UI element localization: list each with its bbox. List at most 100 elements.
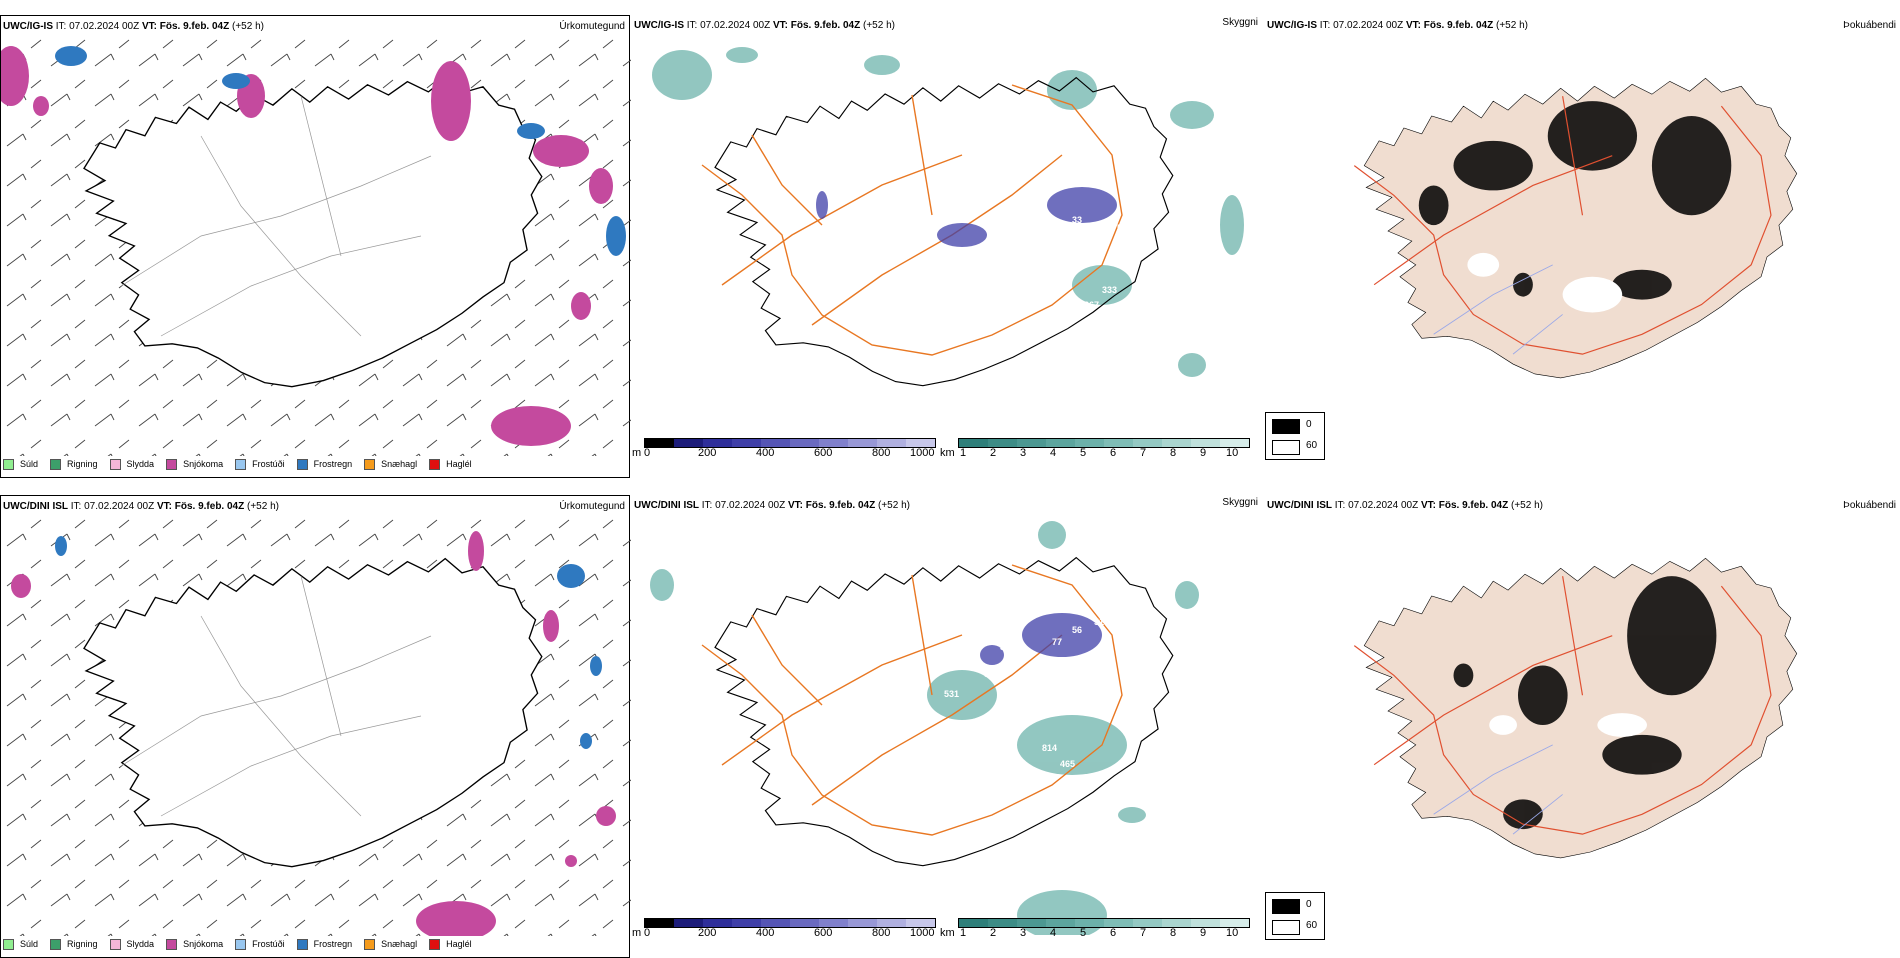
panel-header: UWC/IG-IS IT: 07.02.2024 00Z VT: Fös. 9.… bbox=[3, 21, 625, 35]
model-name: UWC/IG-IS bbox=[3, 21, 53, 32]
visibility-colorbar: km 1 2 3 4 5 6 7 8 9 10 bbox=[940, 918, 1252, 946]
ceiling-labels: 19 24 33 42 57 17 333 267 bbox=[942, 137, 1127, 310]
valid-time: VT: Fös. 9.feb. 04Z bbox=[156, 501, 245, 512]
lead-time: (+52 h) bbox=[878, 500, 910, 511]
svg-text:267: 267 bbox=[1084, 300, 1099, 310]
svg-text:17: 17 bbox=[942, 267, 952, 277]
panel-title: Úrkomutegund bbox=[559, 501, 625, 512]
legend-item: Snjókoma bbox=[166, 938, 223, 950]
fog-index-map bbox=[1353, 77, 1798, 379]
panel-header: UWC/DINI ISL IT: 07.02.2024 00Z VT: Fös.… bbox=[3, 501, 625, 515]
fog-index-panel-row1: UWC/IG-IS IT: 07.02.2024 00Z VT: Fös. 9.… bbox=[1265, 15, 1900, 478]
snow-areas bbox=[11, 531, 616, 936]
svg-text:19: 19 bbox=[1072, 137, 1082, 147]
lead-time: (+52 h) bbox=[247, 501, 279, 512]
roads bbox=[1353, 576, 1772, 835]
legend-item: Súld bbox=[3, 938, 38, 950]
svg-text:814: 814 bbox=[1042, 743, 1057, 753]
legend-item: Rigning bbox=[50, 938, 98, 950]
svg-text:34: 34 bbox=[1000, 642, 1010, 652]
rivers bbox=[1433, 264, 1563, 355]
cloud-visibility-map: 19 24 33 42 57 17 333 267 bbox=[652, 47, 1244, 387]
legend-item: Slydda bbox=[109, 938, 154, 950]
legend-item: Rigning bbox=[50, 458, 98, 470]
clear-areas bbox=[1467, 252, 1623, 313]
lead-time: (+52 h) bbox=[1511, 500, 1543, 511]
legend-item: Súld bbox=[3, 458, 38, 470]
fog-legend-row1: 0 60 bbox=[1265, 412, 1325, 460]
svg-text:56: 56 bbox=[1072, 625, 1082, 635]
init-time: IT: 07.02.2024 00Z bbox=[55, 21, 140, 32]
valid-time: VT: Fös. 9.feb. 04Z bbox=[1405, 20, 1494, 31]
svg-text:57: 57 bbox=[1117, 223, 1127, 233]
visibility-areas bbox=[652, 47, 1244, 377]
precip-type-panel-row2: UWC/DINI ISL IT: 07.02.2024 00Z VT: Fös.… bbox=[0, 495, 631, 958]
svg-text:465: 465 bbox=[1060, 759, 1075, 769]
svg-text:33: 33 bbox=[1072, 215, 1082, 225]
roads bbox=[1353, 96, 1772, 355]
cloud-visibility-panel-row1: UWC/IG-IS IT: 07.02.2024 00Z VT: Fös. 9.… bbox=[632, 15, 1262, 478]
roads bbox=[701, 564, 1123, 836]
precip-type-map bbox=[1, 516, 631, 936]
legend-item: Slydda bbox=[109, 458, 154, 470]
cloud-visibility-panel-row2: UWC/DINI ISL IT: 07.02.2024 00Z VT: Fös.… bbox=[632, 495, 1262, 958]
legend-item: Snæhagl bbox=[364, 938, 417, 950]
panel-header: UWC/IG-IS IT: 07.02.2024 00Z VT: Fös. 9.… bbox=[1267, 20, 1896, 34]
fog-index-map bbox=[1353, 557, 1798, 859]
panel-header: UWC/DINI ISL IT: 07.02.2024 00Z VT: Fös.… bbox=[1267, 500, 1896, 514]
model-name: UWC/IG-IS bbox=[1267, 20, 1317, 31]
ceiling-colorbar: m 0 200 400 600 800 1000 bbox=[632, 918, 937, 946]
precip-type-legend: Súld Rigning Slydda Snjókoma Frostúði Fr… bbox=[3, 453, 484, 475]
init-time: IT: 07.02.2024 00Z bbox=[70, 501, 155, 512]
snow-areas bbox=[1, 46, 613, 446]
fog-areas bbox=[1418, 101, 1732, 300]
model-name: UWC/IG-IS bbox=[634, 20, 684, 31]
legend-item: Frostregn bbox=[296, 938, 352, 950]
panel-title: Þokuábendi bbox=[1843, 500, 1896, 511]
fog-index-panel-row2: UWC/DINI ISL IT: 07.02.2024 00Z VT: Fös.… bbox=[1265, 495, 1900, 958]
panel-title: Úrkomutegund bbox=[559, 21, 625, 32]
panel-title: Skyggni bbox=[1222, 17, 1258, 28]
precip-type-legend: Súld Rigning Slydda Snjókoma Frostúði Fr… bbox=[3, 933, 484, 955]
freezing-rain-areas bbox=[55, 46, 626, 256]
model-name: UWC/DINI ISL bbox=[3, 501, 68, 512]
fog-legend-row2: 0 60 bbox=[1265, 892, 1325, 940]
model-name: UWC/DINI ISL bbox=[634, 500, 699, 511]
legend-item: Haglél bbox=[429, 458, 472, 470]
visibility-colorbar: km 1 2 3 4 5 6 7 8 9 10 bbox=[940, 438, 1252, 466]
svg-text:51: 51 bbox=[1094, 617, 1104, 627]
legend-item: Haglél bbox=[429, 938, 472, 950]
panel-header: UWC/DINI ISL IT: 07.02.2024 00Z VT: Fös.… bbox=[634, 497, 1258, 514]
cloud-visibility-map: 34 77 56 51 62 14 531 56 814 465 122 bbox=[650, 521, 1199, 935]
panel-title: Þokuábendi bbox=[1843, 20, 1896, 31]
ceiling-colorbar: m 0 200 400 600 800 1000 bbox=[632, 438, 937, 466]
roads bbox=[701, 84, 1123, 356]
low-ceiling-areas bbox=[816, 187, 1117, 247]
visibility-areas bbox=[650, 521, 1199, 935]
lead-time: (+52 h) bbox=[1496, 20, 1528, 31]
init-time: IT: 07.02.2024 00Z bbox=[701, 500, 786, 511]
valid-time: VT: Fös. 9.feb. 04Z bbox=[141, 21, 230, 32]
init-time: IT: 07.02.2024 00Z bbox=[1319, 20, 1404, 31]
low-ceiling-areas bbox=[980, 613, 1102, 665]
svg-text:42: 42 bbox=[1092, 227, 1102, 237]
svg-text:333: 333 bbox=[1102, 285, 1117, 295]
svg-text:24: 24 bbox=[992, 207, 1002, 217]
freezing-rain-areas bbox=[55, 536, 602, 749]
legend-item: Frostúði bbox=[235, 938, 285, 950]
valid-time: VT: Fös. 9.feb. 04Z bbox=[772, 20, 861, 31]
lead-time: (+52 h) bbox=[232, 21, 264, 32]
svg-text:56: 56 bbox=[984, 669, 994, 679]
svg-text:122: 122 bbox=[932, 877, 947, 887]
valid-time: VT: Fös. 9.feb. 04Z bbox=[1420, 500, 1509, 511]
legend-item: Frostúði bbox=[235, 458, 285, 470]
model-name: UWC/DINI ISL bbox=[1267, 500, 1332, 511]
init-time: IT: 07.02.2024 00Z bbox=[1334, 500, 1419, 511]
svg-text:14: 14 bbox=[1132, 611, 1142, 621]
precip-type-panel-row1: UWC/IG-IS IT: 07.02.2024 00Z VT: Fös. 9.… bbox=[0, 15, 631, 478]
legend-item: Snæhagl bbox=[364, 458, 417, 470]
panel-title: Skyggni bbox=[1222, 497, 1258, 508]
svg-text:531: 531 bbox=[944, 689, 959, 699]
ceiling-labels: 34 77 56 51 62 14 531 56 814 465 122 bbox=[932, 611, 1142, 887]
svg-text:77: 77 bbox=[1052, 637, 1062, 647]
